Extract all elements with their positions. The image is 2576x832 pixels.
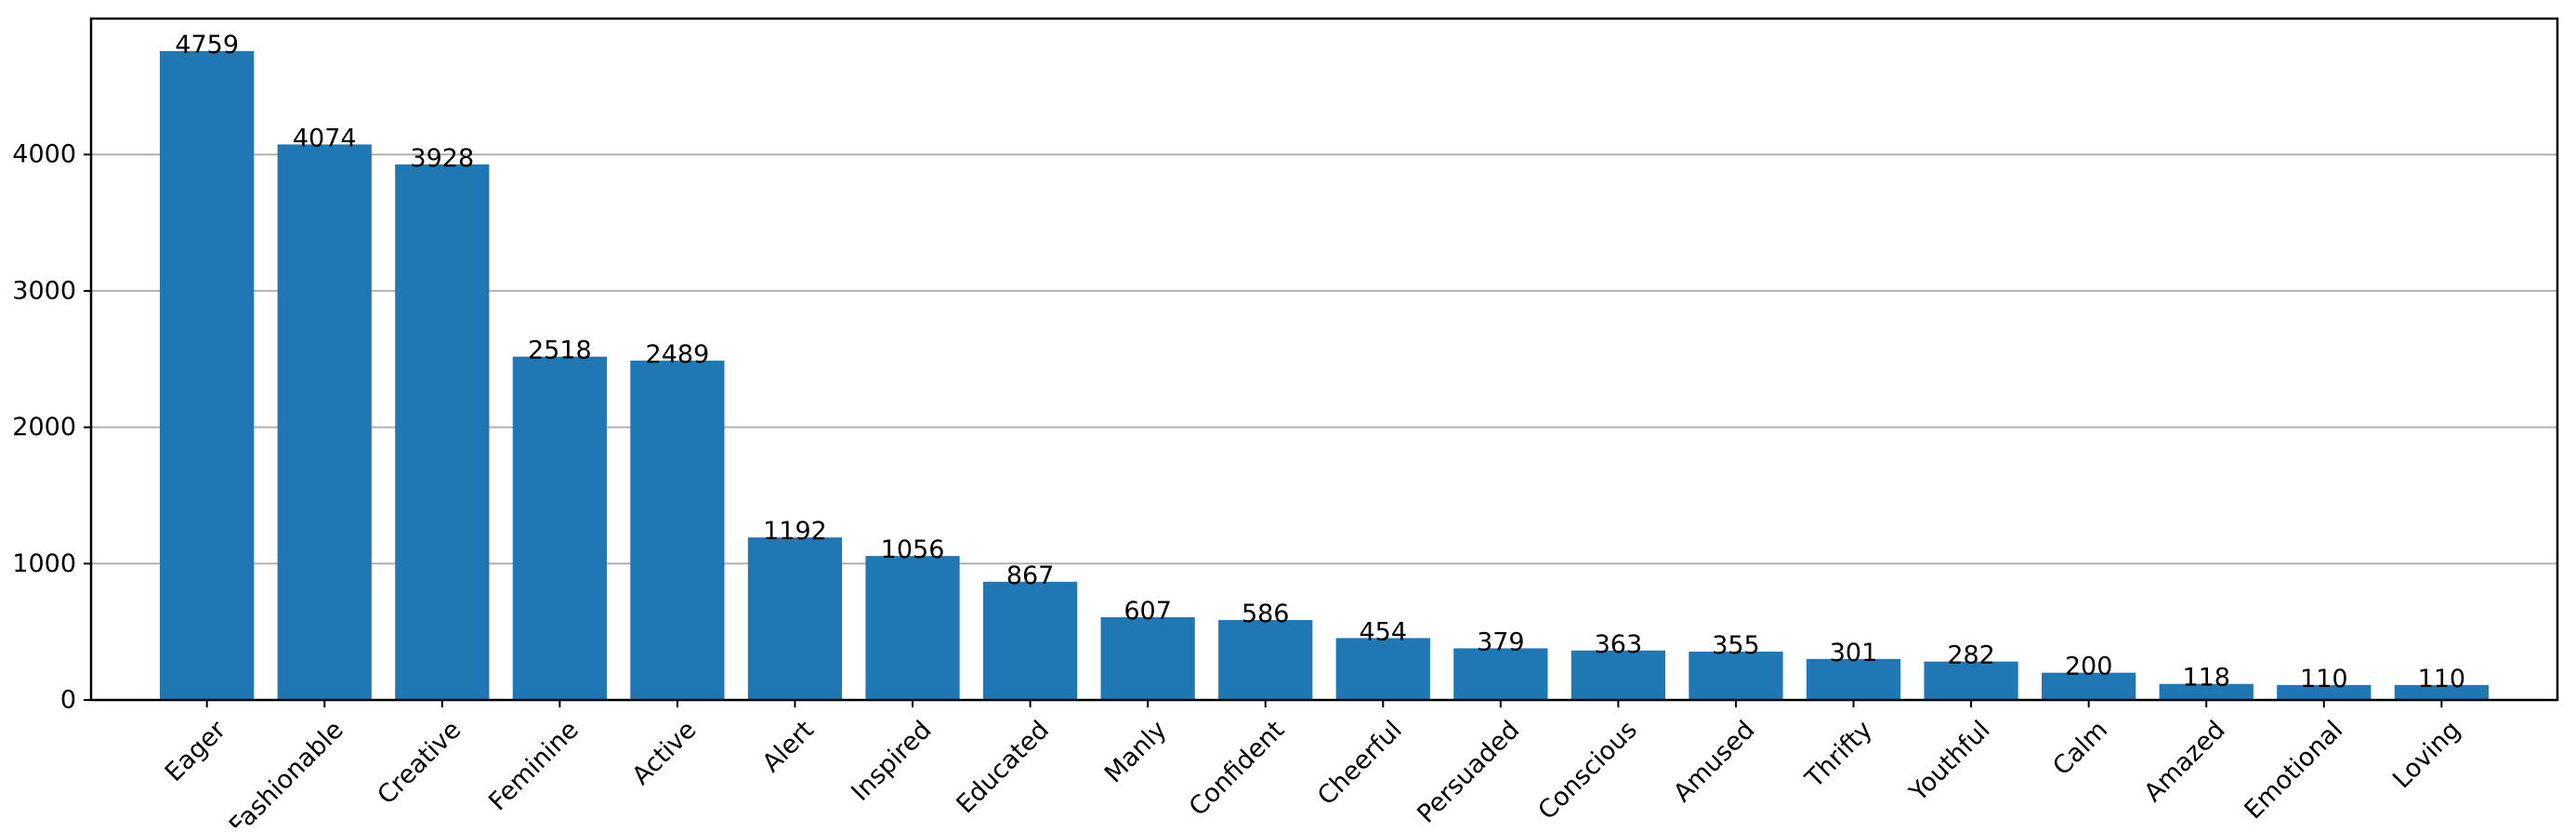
data-label: 2518: [528, 337, 592, 365]
data-label: 110: [2300, 665, 2348, 693]
data-label: 355: [1712, 631, 1760, 660]
bar-loving: [2394, 684, 2489, 700]
bar-confident: [1218, 620, 1313, 700]
bars: [160, 50, 2489, 701]
plot-frame: [89, 17, 2559, 702]
y-tick-label: 2000: [12, 413, 76, 442]
data-label: 200: [2065, 653, 2113, 681]
data-label: 363: [1595, 630, 1643, 659]
bar-active: [630, 360, 725, 700]
bar-fashionable: [277, 144, 372, 700]
bar-amused: [1689, 651, 1783, 700]
bar-alert: [747, 537, 843, 700]
data-label: 110: [2418, 665, 2466, 693]
y-tick-label: 1000: [12, 549, 76, 578]
data-label: 867: [1006, 561, 1055, 590]
data-label: 4074: [293, 124, 357, 152]
y-tick-label: 3000: [12, 276, 76, 305]
bar-amazed: [2159, 683, 2254, 700]
grid-lines: [91, 153, 2557, 565]
data-label: 118: [2182, 664, 2230, 693]
bar-inspired: [865, 556, 960, 700]
bar-educated: [982, 581, 1078, 700]
bar-youthful: [1924, 661, 2018, 700]
bar-conscious: [1571, 650, 1666, 700]
data-label: 1056: [881, 535, 945, 564]
data-label: 1192: [763, 517, 827, 546]
data-label: 4759: [175, 31, 239, 59]
bar-thrifty: [1806, 658, 1901, 700]
bar-manly: [1100, 616, 1195, 700]
data-label: 454: [1360, 617, 1408, 646]
bar-persuaded: [1453, 648, 1548, 700]
bar-feminine: [512, 356, 607, 700]
data-label: 379: [1477, 627, 1525, 656]
y-axis-ticks: 0 1000 2000 3000 4000: [12, 140, 91, 715]
y-tick-label: 0: [60, 686, 76, 715]
data-label: 3928: [410, 144, 474, 173]
bar-calm: [2042, 672, 2136, 700]
y-tick-label: 4000: [12, 140, 76, 169]
bar-cheerful: [1335, 638, 1430, 700]
data-label: 301: [1830, 639, 1878, 667]
bar-eager: [160, 50, 255, 701]
data-labels: 4759 4074 3928 2518 2489 1192 1056 867 607 586 454…: [175, 31, 2465, 693]
bar-emotional: [2277, 684, 2372, 700]
data-label: 586: [1242, 600, 1290, 628]
data-label: 607: [1124, 597, 1172, 626]
bar-creative: [395, 164, 490, 701]
data-label: 2489: [646, 340, 710, 369]
data-label: 282: [1947, 641, 1995, 670]
